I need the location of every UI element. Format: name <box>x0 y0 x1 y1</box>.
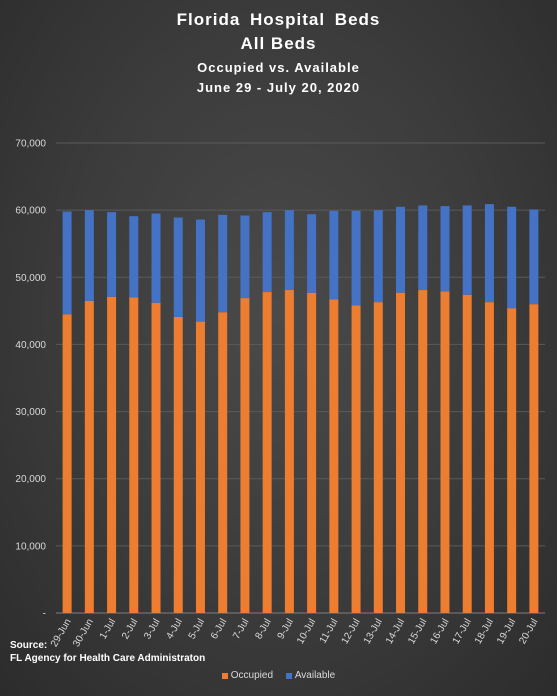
y-tick-label: 70,000 <box>15 139 46 150</box>
bar-available <box>173 217 183 317</box>
x-tick-label: 19-Jul <box>495 617 518 646</box>
bar-occupied <box>151 302 161 613</box>
source-label: Source: <box>10 640 48 651</box>
legend-swatch-available <box>285 672 292 679</box>
legend-label-available: Available <box>294 670 336 681</box>
bar-available <box>262 212 272 293</box>
bar-available <box>351 210 361 306</box>
x-tick-label: 9-Jul <box>276 617 296 641</box>
bar-occupied <box>351 305 361 613</box>
bar-available <box>484 204 494 303</box>
x-tick-label: 20-Jul <box>517 617 540 646</box>
bar-available <box>329 210 339 300</box>
bar-available <box>418 205 428 291</box>
x-tick-label: 18-Jul <box>473 617 496 646</box>
x-tick-label: 8-Jul <box>253 617 273 641</box>
bar-occupied <box>507 308 517 613</box>
bar-occupied <box>396 292 406 613</box>
x-tick-label: 4-Jul <box>164 617 184 641</box>
chart-title-block: Florida Hospital Beds All Beds Occupied … <box>0 8 557 98</box>
bar-occupied <box>84 300 94 613</box>
bar-available <box>462 205 472 295</box>
bar-occupied <box>262 292 272 613</box>
bar-occupied <box>240 298 250 613</box>
x-tick-label: 2-Jul <box>120 617 140 641</box>
bar-available <box>507 206 517 309</box>
y-tick-label: - <box>43 609 46 620</box>
bar-available <box>284 210 294 291</box>
bar-available <box>440 206 450 292</box>
y-tick-label: 50,000 <box>15 273 46 284</box>
x-tick-label: 15-Jul <box>406 617 429 646</box>
bar-occupied <box>195 321 205 613</box>
chart-date-range: June 29 - July 20, 2020 <box>196 80 361 95</box>
bar-occupied <box>484 302 494 613</box>
bar-available <box>218 214 228 313</box>
bar-available <box>240 215 250 299</box>
bar-available <box>151 213 161 303</box>
x-tick-label: 14-Jul <box>384 617 407 646</box>
y-tick-label: 60,000 <box>15 206 46 217</box>
legend-item-occupied: Occupied <box>221 670 274 681</box>
bar-occupied <box>284 290 294 613</box>
y-tick-label: 40,000 <box>15 340 46 351</box>
chart-title: Florida Hospital Beds <box>176 10 381 29</box>
bar-occupied <box>462 294 472 613</box>
bar-available <box>195 219 205 322</box>
legend: Occupied Available <box>0 670 557 682</box>
legend-swatch-occupied <box>221 672 228 679</box>
bar-available <box>107 212 117 297</box>
bar-available <box>373 210 383 303</box>
bar-occupied <box>107 296 117 613</box>
x-tick-label: 7-Jul <box>231 617 251 641</box>
x-tick-label: 12-Jul <box>340 617 363 646</box>
x-tick-label: 5-Jul <box>187 617 207 641</box>
bar-occupied <box>218 312 228 613</box>
x-tick-label: 3-Jul <box>142 617 162 641</box>
x-tick-label: 16-Jul <box>428 617 451 646</box>
bar-occupied <box>418 290 428 613</box>
bar-occupied <box>129 297 139 613</box>
y-tick-label: 20,000 <box>15 474 46 485</box>
bar-occupied <box>529 304 539 613</box>
source-note: Source: FL Agency for Health Care Admini… <box>10 639 205 665</box>
bar-occupied <box>62 314 72 613</box>
x-tick-label: 17-Jul <box>451 617 474 646</box>
bar-available <box>307 214 317 293</box>
chart-subtitle: Occupied vs. Available <box>197 60 360 75</box>
bar-occupied <box>173 316 183 613</box>
bar-available <box>84 210 94 301</box>
bar-occupied <box>329 299 339 613</box>
legend-label-occupied: Occupied <box>230 670 274 681</box>
x-tick-label: 11-Jul <box>318 617 341 645</box>
bar-available <box>129 216 139 298</box>
bar-occupied <box>307 292 317 613</box>
legend-item-available: Available <box>285 670 336 681</box>
y-tick-label: 10,000 <box>15 541 46 552</box>
x-tick-label: 10-Jul <box>295 617 318 646</box>
bar-occupied <box>373 302 383 613</box>
bar-available <box>529 209 539 305</box>
bar-occupied <box>440 291 450 613</box>
x-tick-label: 1-Jul <box>98 617 118 641</box>
bar-available <box>396 206 406 293</box>
chart-title-line2: All Beds <box>240 34 317 53</box>
source-text: FL Agency for Health Care Administraton <box>10 653 206 664</box>
x-tick-label: 6-Jul <box>209 617 229 641</box>
x-tick-label: 13-Jul <box>362 617 385 646</box>
bar-available <box>62 211 72 315</box>
y-tick-label: 30,000 <box>15 407 46 418</box>
